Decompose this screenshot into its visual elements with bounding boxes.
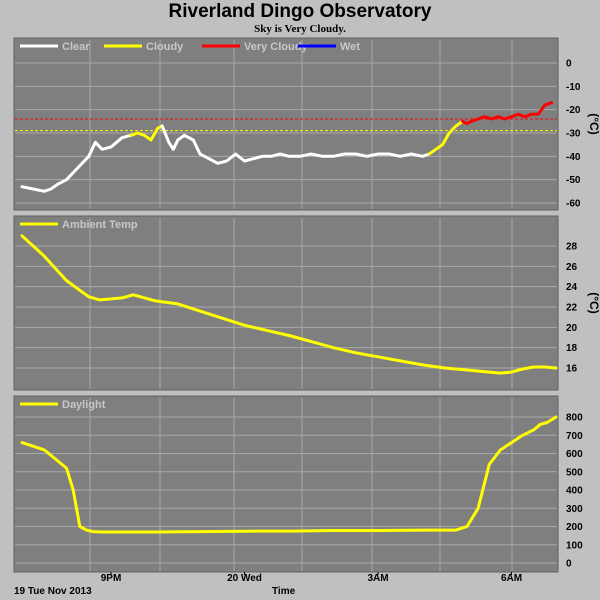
y-tick-label: 26 xyxy=(566,262,578,273)
series-line-very-cloudy xyxy=(461,101,554,126)
y-tick-label: 24 xyxy=(566,282,578,293)
y-tick-label: 100 xyxy=(566,540,583,551)
legend-label: Cloudy xyxy=(146,41,184,53)
x-tick-label: 3AM xyxy=(367,573,388,584)
y-tick-label: 200 xyxy=(566,522,583,533)
x-tick-label: 20 Wed xyxy=(227,573,262,584)
plot-area-1 xyxy=(13,37,559,211)
y-tick-label: -60 xyxy=(566,199,581,210)
y-tick-label: 28 xyxy=(566,242,578,253)
y-tick-label: 20 xyxy=(566,323,578,334)
legend-label: Ambient Temp xyxy=(62,219,138,231)
y-axis-label: (°C) xyxy=(587,292,600,313)
page-title: Riverland Dingo Observatory xyxy=(168,1,432,22)
y-axis-label: (°C) xyxy=(587,113,600,134)
y-tick-label: 16 xyxy=(566,364,578,375)
series-line-cloudy xyxy=(427,119,465,156)
y-tick-label: -40 xyxy=(566,152,581,163)
legend-label: Clear xyxy=(62,41,90,53)
series-line-ambient-temp xyxy=(20,234,558,375)
y-tick-label: -10 xyxy=(566,82,581,93)
date-label: 19 Tue Nov 2013 xyxy=(14,586,92,597)
page-subtitle: Sky is Very Cloudy. xyxy=(254,23,346,35)
legend-label: Very Cloudy xyxy=(244,41,308,53)
x-axis-title: Time xyxy=(272,586,296,597)
y-tick-label: -20 xyxy=(566,105,581,116)
series-line-clear xyxy=(20,133,133,193)
legend-label: Daylight xyxy=(62,399,106,411)
y-tick-label: 700 xyxy=(566,431,583,442)
x-tick-label: 6AM xyxy=(501,573,522,584)
y-tick-label: -30 xyxy=(566,129,581,140)
y-tick-label: 300 xyxy=(566,504,583,515)
legend-label: Wet xyxy=(340,41,360,53)
y-tick-label: -50 xyxy=(566,175,581,186)
y-tick-label: 500 xyxy=(566,467,583,478)
y-tick-label: 800 xyxy=(566,413,583,424)
y-tick-label: 400 xyxy=(566,486,583,497)
y-tick-label: 0 xyxy=(566,59,572,70)
plot-area-3 xyxy=(13,395,559,573)
y-tick-label: 600 xyxy=(566,449,583,460)
y-tick-label: 0 xyxy=(566,559,572,570)
series-line-clear xyxy=(160,124,431,165)
series-line-cloudy xyxy=(129,124,164,142)
plot-area-2 xyxy=(13,215,559,391)
y-tick-label: 22 xyxy=(566,303,578,314)
y-tick-label: 18 xyxy=(566,343,578,354)
series-line-daylight xyxy=(20,415,558,534)
x-tick-label: 9PM xyxy=(101,573,122,584)
